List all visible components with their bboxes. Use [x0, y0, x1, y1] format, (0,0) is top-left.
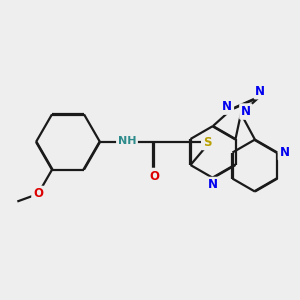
Text: O: O [149, 169, 159, 182]
Text: N: N [208, 178, 218, 191]
Text: NH: NH [118, 136, 136, 146]
Text: S: S [203, 136, 211, 148]
Text: N: N [279, 146, 290, 159]
Text: N: N [241, 105, 251, 118]
Text: N: N [255, 85, 265, 98]
Text: O: O [33, 188, 43, 200]
Text: N: N [222, 100, 232, 113]
